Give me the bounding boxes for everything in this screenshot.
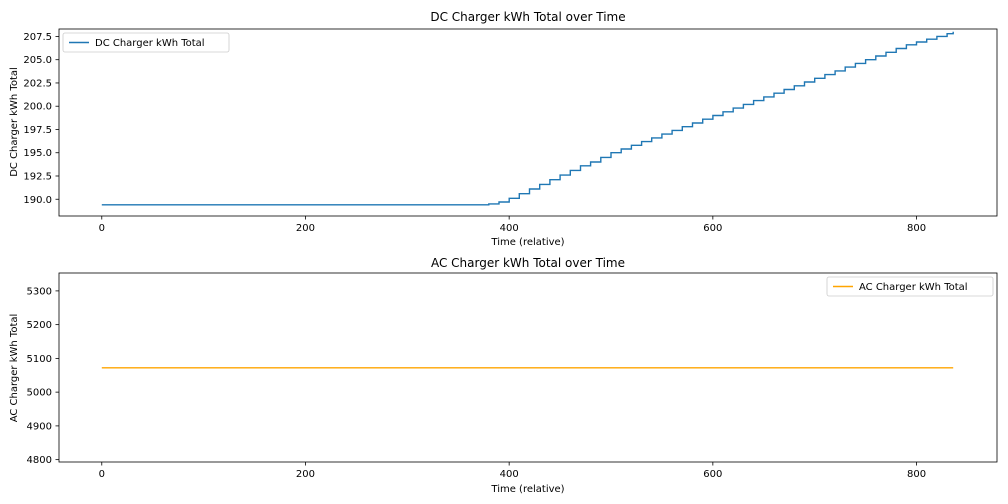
x-tick-label: 0 [99,223,105,234]
x-tick-label: 200 [296,469,315,480]
legend-label: AC Charger kWh Total [859,282,968,293]
plot-lines [101,31,954,206]
plot-frame [58,28,998,217]
chart-title: AC Charger kWh Total over Time [431,256,625,270]
y-tick-label: 192.5 [23,171,52,182]
x-tick-label: 400 [500,469,519,480]
x-tick-label: 600 [703,223,722,234]
y-tick-label: 207.5 [23,32,52,43]
y-axis-label: AC Charger kWh Total [9,314,20,423]
series-line [101,31,954,206]
legend-box [62,32,230,53]
x-tick-label: 400 [500,223,519,234]
x-tick-label: 800 [907,469,926,480]
y-tick-label: 205.0 [23,55,52,66]
x-axis-label: Time (relative) [490,484,564,495]
x-tick-label: 800 [907,223,926,234]
y-tick-label: 4900 [27,421,52,432]
ac-charger-chart: AC Charger kWh Total over Time Time (rel… [9,256,998,495]
y-tick-label: 5200 [27,320,52,331]
y-tick-label: 5100 [27,354,52,365]
x-tick-label: 200 [296,223,315,234]
legend: DC Charger kWh Total [62,32,230,53]
dc-charger-chart: DC Charger kWh Total over Time Time (rel… [9,10,998,248]
x-tick-label: 600 [703,469,722,480]
legend: AC Charger kWh Total [826,276,994,297]
legend-label: DC Charger kWh Total [95,38,205,49]
y-tick-label: 202.5 [23,78,52,89]
plot-frame [58,272,998,463]
x-tick-label: 0 [99,469,105,480]
y-tick-label: 4800 [27,455,52,466]
y-tick-label: 190.0 [23,195,52,206]
y-tick-label: 5000 [27,388,52,399]
axis-ticks: 0 200 400 600 800 4800 4900 5000 5100 5200 5300 [27,286,927,480]
axis-ticks: 0 200 400 600 800 190.0 192.5 195.0 197.5 200.0 20… [23,32,926,234]
y-axis-label: DC Charger kWh Total [9,67,20,177]
y-tick-label: 197.5 [23,125,52,136]
chart-title: DC Charger kWh Total over Time [430,10,625,24]
x-axis-label: Time (relative) [490,237,564,248]
y-tick-label: 200.0 [23,102,52,113]
y-tick-label: 195.0 [23,148,52,159]
legend-box [826,276,994,297]
y-tick-label: 5300 [27,286,52,297]
